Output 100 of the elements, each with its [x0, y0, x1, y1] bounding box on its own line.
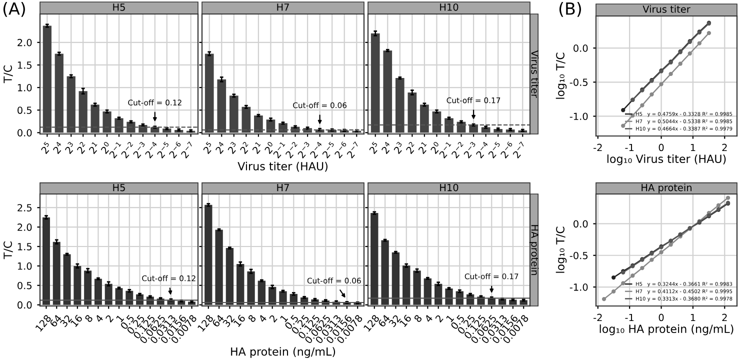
x-tick-label: 4: [258, 314, 267, 323]
y-tick-label: 0.5: [18, 282, 32, 290]
x-tick-label: 2$^{−5}$: [156, 141, 170, 159]
x-tick-label: 2$^{−4}$: [144, 141, 158, 159]
x-tick-label: 2$^{−3}$: [297, 141, 310, 159]
x-tick-label: 2$^{4}$: [380, 141, 393, 154]
y-tick-label: 0.0: [18, 301, 32, 309]
x-tick-label: -1: [625, 314, 634, 322]
x-tick-label: 64: [212, 314, 224, 328]
y2-axis-title: Virus titer: [531, 50, 539, 98]
x-axis-title: Virus titer (HAU): [238, 162, 328, 172]
y-tick-label: 1.5: [18, 243, 32, 250]
x-tick-label: 2$^{1}$: [416, 141, 430, 154]
x-tick-label: 64: [378, 314, 390, 328]
x-tick-label: 8: [84, 314, 94, 323]
chart-title: H7: [277, 184, 289, 192]
y-tick-label: 1.5: [18, 62, 32, 69]
x-tick-label: 2$^{3}$: [392, 141, 405, 154]
x-tick-label: 0: [658, 314, 664, 322]
x-tick-label: 2$^{−4}$: [310, 141, 322, 159]
y-tick-label: 2.5: [18, 204, 32, 212]
x-tick-label: 2$^{1}$: [250, 141, 264, 154]
x-tick-label: 2$^{−3}$: [132, 141, 146, 159]
y-tick-label: -0.5: [570, 252, 588, 260]
x-tick-label: 2$^{−3}$: [463, 141, 476, 159]
x-tick-label: 16: [399, 314, 412, 328]
x-tick-label: 32: [388, 314, 401, 328]
x-tick-label: 16: [70, 314, 83, 328]
y-tick-label: 0.0: [574, 220, 588, 228]
x-axis-title: HA protein (ng/mL): [231, 347, 336, 358]
x-tick-label: 32: [60, 314, 72, 328]
x-tick-label: 2$^{2}$: [404, 141, 418, 154]
chart-title: H10: [440, 3, 458, 11]
x-tick-label: 2$^{5}$: [202, 141, 214, 154]
x-tick-label: 4: [94, 314, 104, 323]
x-tick-label: 2$^{−4}$: [476, 141, 488, 159]
x-tick-label: 2$^{4}$: [52, 141, 64, 154]
x-tick-label: 2$^{5}$: [40, 141, 52, 154]
x-tick-label: -2: [594, 314, 602, 322]
x-tick-label: 2$^{−7}$: [511, 141, 528, 159]
x-tick-label: 2$^{−1}$: [108, 141, 122, 159]
x-tick-label: 2$^{2}$: [238, 141, 252, 154]
x-tick-label: 4: [424, 314, 433, 323]
chart-title: HA protein: [642, 184, 692, 194]
x-tick-label: 2: [722, 144, 727, 152]
y-tick-label: 2.0: [18, 224, 32, 231]
x-tick-label: 16: [233, 314, 246, 328]
chart-title: Virus titer: [642, 5, 690, 13]
x-tick-label: 2$^{−7}$: [345, 141, 362, 159]
chart-title: H5: [113, 184, 125, 192]
chart-title: H10: [440, 184, 458, 192]
y-tick-label: -1.0: [570, 112, 588, 120]
x-axis-title: log₁₀ HA protein (ng/mL): [600, 324, 734, 336]
x-tick-label: 2: [268, 314, 278, 323]
x-tick-label: 2$^{1}$: [87, 141, 100, 154]
y-tick-label: 2.0: [18, 38, 32, 46]
text: (B): [559, 2, 582, 17]
x-tick-label: -1: [625, 144, 634, 152]
x-tick-label: 2$^{−6}$: [500, 141, 513, 159]
x-tick-label: 1: [690, 144, 696, 152]
x-tick-label: 2$^{−1}$: [438, 141, 452, 159]
text: (A): [3, 2, 25, 17]
x-tick-label: 2$^{−5}$: [322, 141, 334, 159]
x-tick-label: 8: [414, 314, 422, 323]
x-tick-label: 2: [722, 314, 727, 322]
x-tick-label: 2: [105, 314, 114, 323]
y-tick-label: -1.0: [570, 283, 588, 291]
y2-axis-title: HA protein: [529, 225, 539, 275]
y-tick-label: 1.0: [18, 262, 32, 270]
x-tick-label: 2$^{−5}$: [488, 141, 500, 159]
x-tick-label: 2$^{−1}$: [272, 141, 286, 159]
x-tick-label: 128: [363, 314, 380, 332]
y-tick-label: -0.5: [570, 78, 588, 86]
y-axis-title: log₁₀ T/C: [556, 52, 567, 99]
x-tick-label: 2: [434, 314, 444, 323]
x-tick-label: -2: [594, 144, 602, 152]
x-tick-label: 128: [197, 314, 214, 332]
y-axis-title: T/C: [4, 241, 13, 260]
x-tick-label: 2$^{−2}$: [120, 141, 134, 159]
x-tick-label: 128: [35, 314, 52, 332]
y-tick-label: 0.0: [574, 44, 588, 52]
chart-title: H7: [277, 4, 289, 11]
chart-title: H5: [113, 4, 125, 11]
x-tick-label: 2$^{−2}$: [285, 141, 298, 159]
x-tick-label: 64: [49, 314, 62, 328]
y-tick-label: 0.5: [18, 106, 32, 114]
x-tick-label: 2$^{−7}$: [180, 141, 196, 159]
x-tick-label: 2$^{−6}$: [334, 141, 347, 159]
x-tick-label: 2$^{3}$: [63, 141, 76, 154]
x-tick-label: 1: [690, 314, 696, 322]
x-tick-label: 8: [248, 314, 256, 323]
x-tick-label: 2$^{−6}$: [168, 141, 182, 159]
x-tick-label: 0: [658, 144, 664, 152]
x-tick-label: 2$^{−2}$: [451, 141, 464, 159]
x-tick-label: 32: [222, 314, 235, 328]
x-axis-title: log₁₀ Virus titer (HAU): [607, 154, 726, 166]
x-tick-label: 2$^{5}$: [368, 141, 380, 154]
y-axis-title: log₁₀ T/C: [556, 226, 567, 273]
x-tick-label: 2$^{2}$: [75, 141, 88, 154]
y-tick-label: 0.0: [18, 129, 32, 136]
